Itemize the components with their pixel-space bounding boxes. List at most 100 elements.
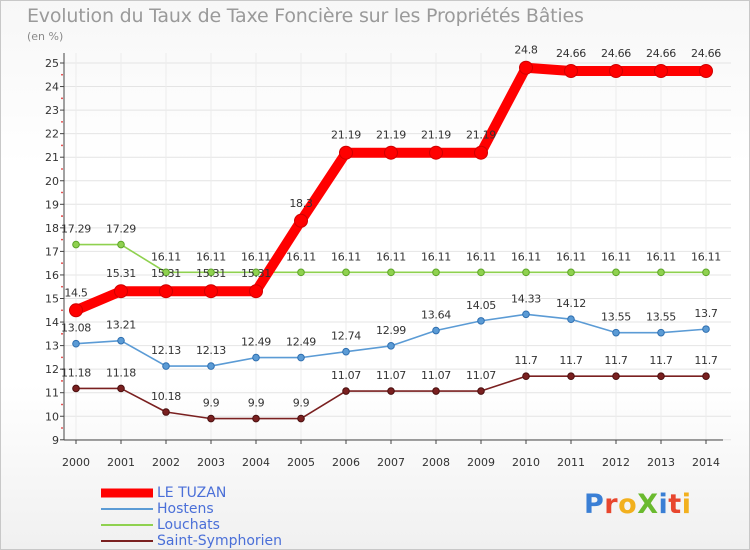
data-label: 11.07: [421, 369, 451, 382]
data-label: 9.9: [248, 397, 265, 410]
data-label: 12.74: [331, 330, 361, 343]
data-label: 18.3: [289, 197, 313, 210]
x-tick-label: 2012: [602, 456, 630, 469]
y-tick-label: 9: [52, 434, 59, 447]
y-tick-label: 14: [45, 316, 59, 329]
data-label: 12.99: [376, 324, 406, 337]
data-point: [69, 303, 83, 318]
data-point: [297, 268, 305, 277]
y-minor-tick: [61, 427, 63, 429]
data-label: 11.18: [106, 366, 136, 379]
y-minor-tick: [61, 168, 63, 170]
data-label: 14.05: [466, 299, 496, 312]
legend-label: Hostens: [157, 501, 214, 517]
data-label: 16.11: [376, 250, 406, 263]
data-label: 24.66: [646, 47, 676, 60]
legend-label: Louchats: [157, 517, 220, 533]
data-point: [72, 384, 80, 393]
data-point: [342, 268, 350, 277]
x-tick-label: 2005: [287, 456, 315, 469]
data-label: 14.33: [511, 292, 541, 305]
x-tick-label: 2002: [152, 456, 180, 469]
data-label: 16.11: [151, 250, 181, 263]
y-minor-tick: [61, 97, 63, 100]
data-point: [117, 240, 125, 249]
data-label: 11.7: [604, 354, 628, 367]
y-minor-tick: [61, 403, 63, 406]
data-point: [657, 268, 665, 277]
data-label: 12.49: [241, 336, 271, 349]
data-point: [519, 60, 533, 75]
data-label: 15.31: [196, 267, 226, 280]
unit-label: (en %): [27, 30, 64, 43]
data-point: [477, 387, 485, 395]
data-point: [159, 284, 173, 299]
y-minor-tick: [61, 356, 63, 359]
logo-letter: i: [681, 489, 692, 520]
data-point: [522, 310, 530, 319]
data-point: [114, 284, 128, 299]
data-point: [339, 145, 353, 160]
y-tick-label: 20: [45, 175, 59, 188]
y-tick-label: 22: [45, 128, 59, 141]
legend-swatch: [101, 524, 153, 526]
y-minor-tick: [61, 73, 63, 76]
x-tick-label: 2007: [377, 456, 405, 469]
logo-letter: t: [668, 489, 682, 520]
data-point: [387, 387, 395, 395]
data-label: 21.19: [331, 129, 361, 142]
data-point: [567, 315, 575, 324]
y-minor-tick: [61, 262, 63, 265]
data-point: [477, 268, 485, 277]
data-label: 13.55: [601, 311, 631, 324]
x-tick-label: 2004: [242, 456, 270, 469]
data-label: 24.8: [514, 44, 538, 57]
y-tick-label: 19: [45, 198, 59, 211]
data-point: [72, 240, 80, 249]
data-label: 24.66: [691, 47, 721, 60]
data-point: [567, 268, 575, 277]
y-minor-tick: [61, 309, 63, 312]
logo-letter: o: [618, 489, 638, 520]
legend-swatch: [101, 540, 153, 542]
data-point: [342, 387, 350, 395]
data-label: 13.08: [61, 322, 91, 335]
data-point: [204, 284, 218, 299]
data-point: [432, 326, 440, 335]
data-point: [297, 353, 305, 362]
data-point: [162, 408, 170, 416]
data-label: 17.29: [106, 223, 136, 236]
logo-letter: X: [637, 489, 659, 520]
data-label: 16.11: [196, 250, 226, 263]
y-minor-tick: [61, 191, 63, 194]
data-point: [567, 372, 575, 381]
data-point: [564, 64, 578, 79]
data-point: [429, 145, 443, 160]
data-label: 15.31: [241, 267, 271, 280]
y-minor-tick: [61, 332, 63, 335]
logo-letter: i: [658, 489, 669, 520]
data-label: 16.11: [241, 250, 271, 263]
data-point: [657, 372, 665, 381]
data-point: [72, 339, 80, 348]
data-point: [702, 325, 710, 333]
legend-swatch: [101, 488, 153, 498]
data-point: [252, 268, 260, 277]
data-label: 16.11: [556, 250, 586, 263]
x-tick-label: 2001: [107, 456, 135, 469]
data-label: 11.7: [559, 354, 583, 367]
chart-title: Evolution du Taux de Taxe Foncière sur l…: [27, 5, 584, 27]
data-label: 11.18: [61, 366, 91, 379]
x-tick-label: 2008: [422, 456, 450, 469]
data-label: 11.7: [514, 354, 538, 367]
y-minor-tick: [61, 238, 63, 241]
data-label: 21.19: [421, 129, 451, 142]
data-point: [207, 414, 215, 423]
data-point: [252, 353, 260, 362]
data-point: [702, 268, 710, 277]
logo-letter: P: [584, 489, 605, 520]
data-point: [249, 284, 263, 299]
data-point: [654, 64, 668, 79]
